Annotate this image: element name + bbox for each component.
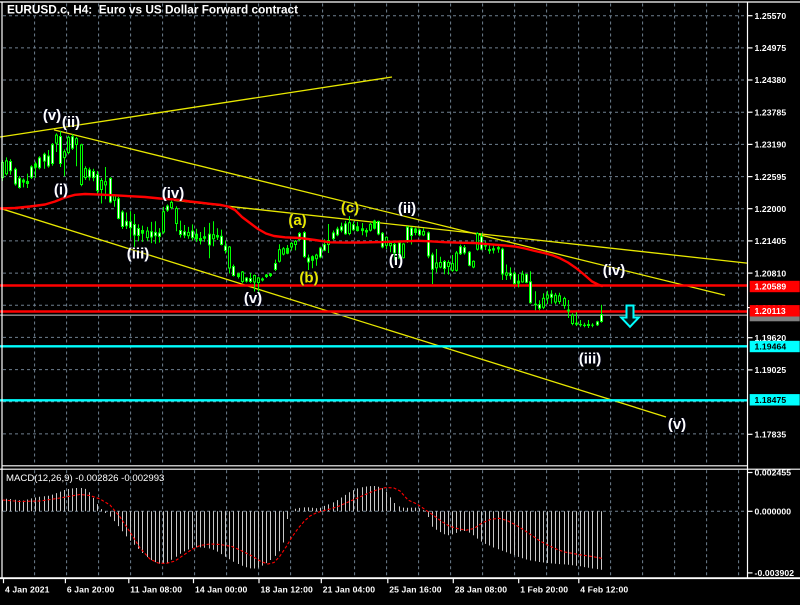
- svg-text:(i): (i): [54, 181, 68, 198]
- svg-text:(iv): (iv): [162, 185, 185, 202]
- svg-text:(a): (a): [288, 212, 306, 229]
- svg-text:28 Jan 08:00: 28 Jan 08:00: [455, 585, 507, 595]
- svg-text:1 Feb 20:00: 1 Feb 20:00: [520, 585, 568, 595]
- svg-text:1.24975: 1.24975: [755, 43, 787, 53]
- svg-text:1.19025: 1.19025: [755, 365, 787, 375]
- svg-text:(iii): (iii): [127, 245, 150, 262]
- svg-text:1.19464: 1.19464: [755, 342, 787, 352]
- svg-text:(i): (i): [389, 252, 403, 269]
- svg-text:1.20113: 1.20113: [755, 306, 786, 316]
- svg-text:0.002455: 0.002455: [755, 468, 792, 478]
- svg-text:(b): (b): [299, 269, 318, 286]
- svg-text:0.000000: 0.000000: [755, 507, 792, 517]
- svg-text:1.18475: 1.18475: [755, 395, 787, 405]
- svg-text:1.21405: 1.21405: [755, 236, 787, 246]
- svg-text:1.17835: 1.17835: [755, 430, 787, 440]
- svg-text:6 Jan 20:00: 6 Jan 20:00: [67, 585, 115, 595]
- svg-text:(c): (c): [341, 199, 359, 216]
- svg-text:14 Jan 00:00: 14 Jan 00:00: [195, 585, 247, 595]
- svg-text:1.25570: 1.25570: [755, 11, 787, 21]
- svg-text:(ii): (ii): [62, 114, 80, 131]
- svg-text:(iii): (iii): [579, 350, 602, 367]
- svg-text:18 Jan 12:00: 18 Jan 12:00: [261, 585, 313, 595]
- svg-text:1.23190: 1.23190: [755, 140, 787, 150]
- svg-text:1.22595: 1.22595: [755, 172, 787, 182]
- svg-text:1.19620: 1.19620: [755, 333, 787, 343]
- svg-text:1.22000: 1.22000: [755, 204, 787, 214]
- svg-text:(v): (v): [244, 290, 262, 307]
- svg-text:25 Jan 16:00: 25 Jan 16:00: [389, 585, 441, 595]
- svg-text:4 Jan 2021: 4 Jan 2021: [5, 585, 50, 595]
- svg-text:(iv): (iv): [603, 262, 626, 279]
- svg-text:(v): (v): [43, 107, 61, 124]
- svg-text:EURUSD.c, H4: Euro vs US Doll: EURUSD.c, H4: Euro vs US Dollar Forward …: [7, 3, 298, 17]
- svg-text:1.23785: 1.23785: [755, 107, 787, 117]
- svg-text:1.24380: 1.24380: [755, 75, 787, 85]
- svg-text:4 Feb 12:00: 4 Feb 12:00: [580, 585, 628, 595]
- svg-text:MACD(12,26,9) -0.002826 -0.002: MACD(12,26,9) -0.002826 -0.002993: [6, 473, 164, 484]
- svg-text:1.20810: 1.20810: [755, 268, 787, 278]
- svg-text:1.20589: 1.20589: [755, 282, 787, 292]
- svg-text:21 Jan 04:00: 21 Jan 04:00: [323, 585, 375, 595]
- svg-text:-0.003902: -0.003902: [755, 568, 795, 578]
- svg-text:(ii): (ii): [398, 200, 416, 217]
- svg-text:11 Jan 08:00: 11 Jan 08:00: [130, 585, 182, 595]
- svg-text:(v): (v): [668, 416, 686, 433]
